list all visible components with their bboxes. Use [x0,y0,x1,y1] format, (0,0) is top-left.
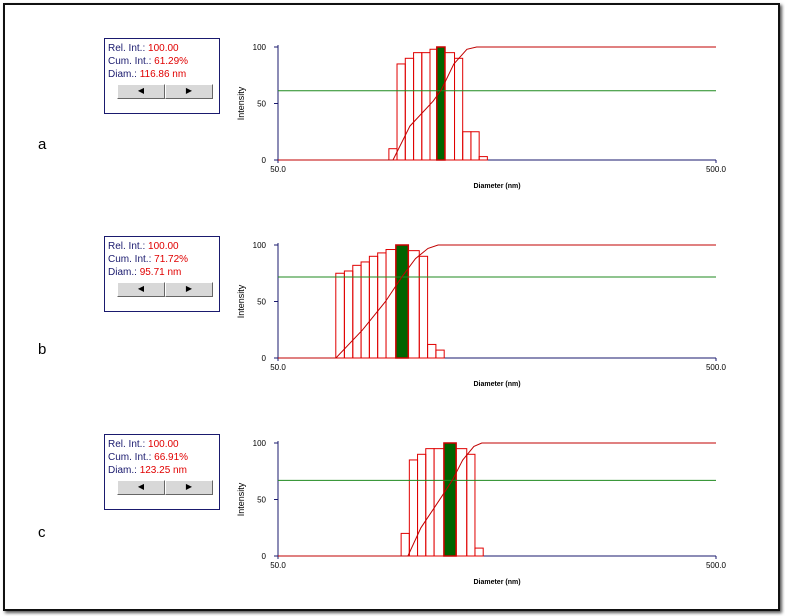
bar [466,453,476,557]
x-tick-label: 500.0 [706,561,727,570]
right-arrow-icon: ▶ [185,482,193,491]
bar [385,249,397,359]
bar [478,156,488,161]
diam-label: Diam.: [108,267,137,278]
cumulative-curve [278,442,716,557]
y-tick-label: 50 [257,100,266,109]
y-tick-label: 0 [262,354,267,363]
size-distribution-chart: 0 50 100 50.0 500.0 Diameter (nm) Intensity [236,439,727,586]
cumulative-curve [278,244,716,359]
bar [360,261,370,359]
bar [455,448,468,557]
bar [429,48,438,161]
x-tick-label: 500.0 [706,165,727,174]
y-tick-label: 0 [262,552,267,561]
bar [417,453,427,557]
diam-value: 95.71 nm [139,267,182,278]
rel-int-label: Rel. Int.: [108,241,146,252]
cumulative-curve [278,46,716,161]
y-tick-label: 100 [253,43,267,52]
x-axis-label: Diameter (nm) [473,183,520,190]
diam-label: Diam.: [108,69,137,80]
bar [462,131,472,161]
diam-label: Diam.: [108,465,137,476]
nav-buttons: ◀ ▶ [115,480,215,495]
x-tick-label: 50.0 [270,165,286,174]
info-box: Rel. Int.: 100.00 Cum. Int.: 61.29% Diam… [104,38,220,114]
right-arrow-icon: ▶ [185,86,193,95]
bar [433,448,445,557]
next-button[interactable]: ▶ [165,480,213,495]
rel-int-value: 100.00 [148,43,179,54]
panel-label: a [38,136,47,153]
panel-label: b [38,341,47,358]
bar [352,264,362,359]
bar [418,255,429,359]
bar [474,547,484,557]
panel-b: Rel. Int.: 100.00 Cum. Int.: 71.72% Diam… [0,198,785,398]
y-tick-label: 50 [257,496,266,505]
prev-button[interactable]: ◀ [117,480,165,495]
rel-int-value: 100.00 [148,439,179,450]
bar [408,459,419,557]
y-tick-label: 50 [257,298,266,307]
cum-int-label: Cum. Int.: [108,452,152,463]
cum-int-label: Cum. Int.: [108,254,152,265]
rel-int-value: 100.00 [148,241,179,252]
next-button[interactable]: ▶ [165,282,213,297]
left-arrow-icon: ◀ [137,86,145,95]
bar [335,272,345,359]
y-axis-label: Intensity [236,284,246,318]
size-distribution-chart: 0 50 100 50.0 500.0 Diameter (nm) Intensity [236,241,727,388]
rel-int-label: Rel. Int.: [108,439,146,450]
diam-value: 123.25 nm [139,465,187,476]
bar [470,131,480,161]
nav-buttons: ◀ ▶ [115,84,215,99]
cum-int-value: 66.91% [154,452,189,463]
prev-button[interactable]: ◀ [117,84,165,99]
bar [425,448,435,557]
panel-c: Rel. Int.: 100.00 Cum. Int.: 66.91% Diam… [0,396,785,596]
bar [427,343,437,359]
x-axis-label: Diameter (nm) [473,579,520,586]
right-arrow-icon: ▶ [185,284,193,293]
selected-bar [443,442,457,557]
bar [413,52,423,161]
panel-label: c [38,524,46,541]
nav-buttons: ◀ ▶ [115,282,215,297]
left-arrow-icon: ◀ [137,482,145,491]
x-tick-label: 500.0 [706,363,727,372]
bar [435,349,445,359]
bar [404,57,415,161]
y-tick-label: 100 [253,241,267,250]
x-axis-label: Diameter (nm) [473,381,520,388]
bar [444,52,456,161]
bar [400,532,410,557]
cum-int-value: 71.72% [154,254,189,265]
y-tick-label: 100 [253,439,267,448]
size-distribution-chart: 0 50 100 50.0 500.0 Diameter (nm) Intensity [236,43,727,190]
next-button[interactable]: ▶ [165,84,213,99]
cum-int-label: Cum. Int.: [108,56,152,67]
bar [368,255,379,359]
rel-int-label: Rel. Int.: [108,43,146,54]
bar [454,57,464,161]
y-axis-label: Intensity [236,482,246,516]
y-tick-label: 0 [262,156,267,165]
panel-a: Rel. Int.: 100.00 Cum. Int.: 61.29% Diam… [0,0,785,200]
cum-int-value: 61.29% [154,56,189,67]
x-tick-label: 50.0 [270,561,286,570]
info-box: Rel. Int.: 100.00 Cum. Int.: 71.72% Diam… [104,236,220,312]
prev-button[interactable]: ◀ [117,282,165,297]
left-arrow-icon: ◀ [137,284,145,293]
info-box: Rel. Int.: 100.00 Cum. Int.: 66.91% Diam… [104,434,220,510]
selected-bar [395,244,410,359]
x-tick-label: 50.0 [270,363,286,372]
y-axis-label: Intensity [236,86,246,120]
diam-value: 116.86 nm [139,69,187,80]
bar [396,63,406,161]
selected-bar [436,46,446,161]
